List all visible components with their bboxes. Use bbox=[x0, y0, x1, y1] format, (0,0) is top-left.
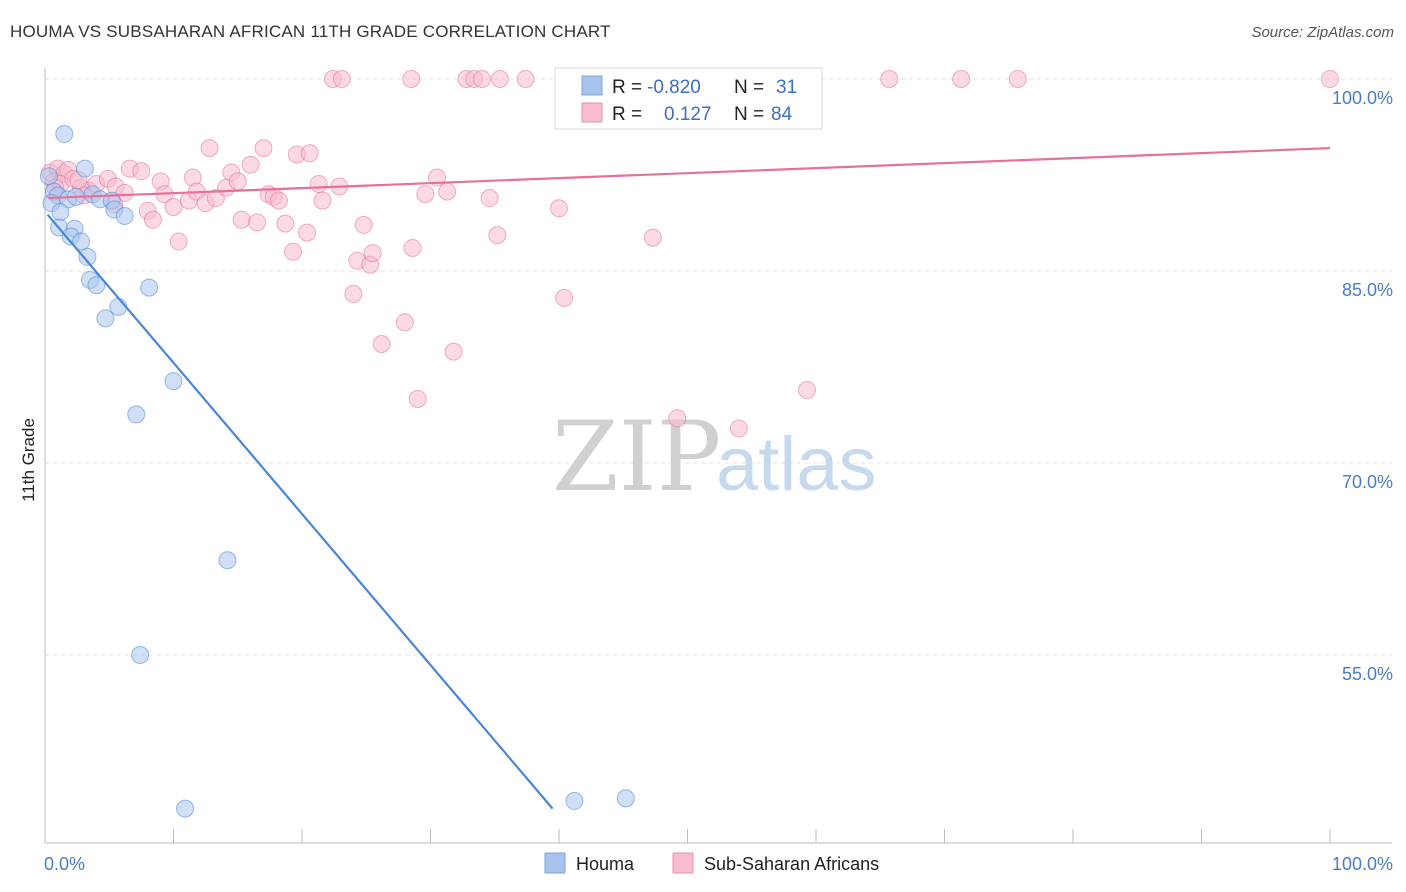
point-subsaharan-70 bbox=[416, 185, 435, 204]
point-houma-8 bbox=[75, 159, 94, 178]
point-subsaharan-67 bbox=[395, 313, 414, 332]
point-subsaharan-13 bbox=[1321, 70, 1339, 88]
trend-line-houma bbox=[46, 213, 554, 810]
point-subsaharan-72 bbox=[438, 182, 457, 201]
point-subsaharan-80 bbox=[729, 419, 748, 438]
point-subsaharan-77 bbox=[555, 288, 574, 307]
point-houma-13 bbox=[115, 206, 134, 225]
source-label: Source: ZipAtlas.com bbox=[1251, 24, 1394, 41]
point-houma-29 bbox=[565, 791, 584, 810]
legend-n-value-houma: 31 bbox=[776, 77, 797, 98]
bottom-legend: Houma Sub-Saharan Africans bbox=[544, 852, 879, 874]
point-subsaharan-10 bbox=[880, 70, 899, 88]
point-houma-18 bbox=[78, 247, 97, 266]
x-tick-label-max: 100.0% bbox=[1332, 854, 1393, 874]
point-houma-0 bbox=[55, 125, 74, 144]
x-tick-labels: 0.0% 100.0% bbox=[44, 854, 1393, 874]
bottom-legend-swatch-subsaharan bbox=[672, 852, 694, 874]
point-subsaharan-76 bbox=[550, 199, 568, 218]
point-subsaharan-6 bbox=[490, 70, 509, 88]
trend-line-subsaharan bbox=[47, 147, 1331, 200]
point-subsaharan-57 bbox=[300, 144, 319, 163]
legend-r-value-houma: -0.820 bbox=[647, 77, 701, 98]
legend-n-label-houma: N = bbox=[734, 77, 764, 98]
point-subsaharan-36 bbox=[169, 232, 188, 251]
trend-lines bbox=[46, 147, 1331, 810]
legend: R = -0.820 N = 31 R = 0.127 N = 84 bbox=[554, 67, 823, 130]
y-axis-title: 11th Grade bbox=[19, 418, 38, 502]
point-subsaharan-35 bbox=[164, 198, 183, 216]
point-subsaharan-68 bbox=[403, 238, 422, 257]
point-subsaharan-69 bbox=[408, 390, 427, 408]
point-houma-25 bbox=[127, 405, 146, 424]
point-subsaharan-12 bbox=[1008, 70, 1027, 88]
y-tick-labels: 100.0% 85.0% 70.0% 55.0% bbox=[1332, 88, 1393, 684]
point-houma-7 bbox=[51, 203, 70, 222]
watermark-zip: ZIP bbox=[552, 401, 721, 513]
series-houma bbox=[39, 125, 635, 818]
point-houma-26 bbox=[218, 551, 237, 570]
point-subsaharan-53 bbox=[276, 214, 295, 233]
point-subsaharan-7 bbox=[516, 70, 535, 88]
chart-title: HOUMA VS SUBSAHARAN AFRICAN 11TH GRADE C… bbox=[10, 22, 611, 41]
watermark: ZIP atlas bbox=[552, 401, 877, 513]
bottom-legend-swatch-houma bbox=[544, 852, 566, 874]
legend-n-label-subsaharan: N = bbox=[734, 104, 764, 125]
point-subsaharan-2 bbox=[402, 70, 421, 88]
point-houma-17 bbox=[71, 232, 90, 251]
point-subsaharan-5 bbox=[472, 70, 491, 88]
point-subsaharan-74 bbox=[480, 189, 499, 208]
point-subsaharan-52 bbox=[269, 191, 288, 210]
x-tick-label-min: 0.0% bbox=[44, 854, 85, 874]
point-subsaharan-56 bbox=[298, 223, 317, 242]
point-subsaharan-49 bbox=[254, 139, 273, 158]
legend-n-value-subsaharan: 84 bbox=[771, 104, 793, 125]
point-subsaharan-45 bbox=[228, 172, 247, 191]
legend-r-label-houma: R = bbox=[612, 77, 642, 98]
bottom-legend-label-houma: Houma bbox=[576, 854, 635, 874]
y-tick-label-2: 70.0% bbox=[1342, 472, 1393, 492]
point-subsaharan-73 bbox=[444, 342, 463, 361]
point-houma-30 bbox=[616, 789, 635, 808]
point-subsaharan-48 bbox=[248, 213, 267, 232]
point-subsaharan-54 bbox=[284, 242, 303, 261]
point-subsaharan-75 bbox=[488, 226, 507, 245]
y-tick-label-1: 85.0% bbox=[1342, 280, 1393, 300]
point-subsaharan-63 bbox=[354, 215, 373, 234]
point-subsaharan-58 bbox=[309, 174, 328, 193]
point-subsaharan-79 bbox=[668, 409, 687, 428]
point-subsaharan-78 bbox=[643, 228, 662, 247]
y-tick-label-0: 100.0% bbox=[1332, 88, 1393, 108]
point-houma-23 bbox=[96, 309, 115, 328]
point-houma-20 bbox=[87, 276, 106, 295]
point-subsaharan-41 bbox=[200, 139, 219, 158]
legend-r-label-subsaharan: R = bbox=[612, 104, 642, 125]
legend-swatch-houma bbox=[581, 75, 603, 96]
point-subsaharan-66 bbox=[372, 334, 391, 353]
axes bbox=[44, 67, 1392, 844]
point-houma-28 bbox=[176, 799, 195, 818]
bottom-legend-label-subsaharan: Sub-Saharan Africans bbox=[704, 854, 879, 874]
series-subsaharan bbox=[41, 70, 1339, 438]
legend-swatch-subsaharan bbox=[581, 102, 603, 123]
point-houma-22 bbox=[140, 278, 159, 297]
point-subsaharan-81 bbox=[798, 381, 817, 400]
point-subsaharan-11 bbox=[952, 70, 971, 88]
point-houma-24 bbox=[164, 372, 183, 391]
point-subsaharan-65 bbox=[363, 244, 382, 263]
point-houma-1 bbox=[39, 167, 58, 186]
point-houma-27 bbox=[131, 646, 150, 664]
point-subsaharan-32 bbox=[143, 210, 162, 229]
point-subsaharan-1 bbox=[332, 70, 351, 88]
point-subsaharan-61 bbox=[344, 285, 363, 304]
y-tick-label-3: 55.0% bbox=[1342, 664, 1393, 684]
point-subsaharan-47 bbox=[241, 155, 260, 174]
legend-r-value-subsaharan: 0.127 bbox=[664, 104, 712, 125]
point-subsaharan-59 bbox=[313, 191, 332, 210]
point-subsaharan-29 bbox=[132, 162, 151, 181]
point-subsaharan-46 bbox=[232, 210, 251, 229]
